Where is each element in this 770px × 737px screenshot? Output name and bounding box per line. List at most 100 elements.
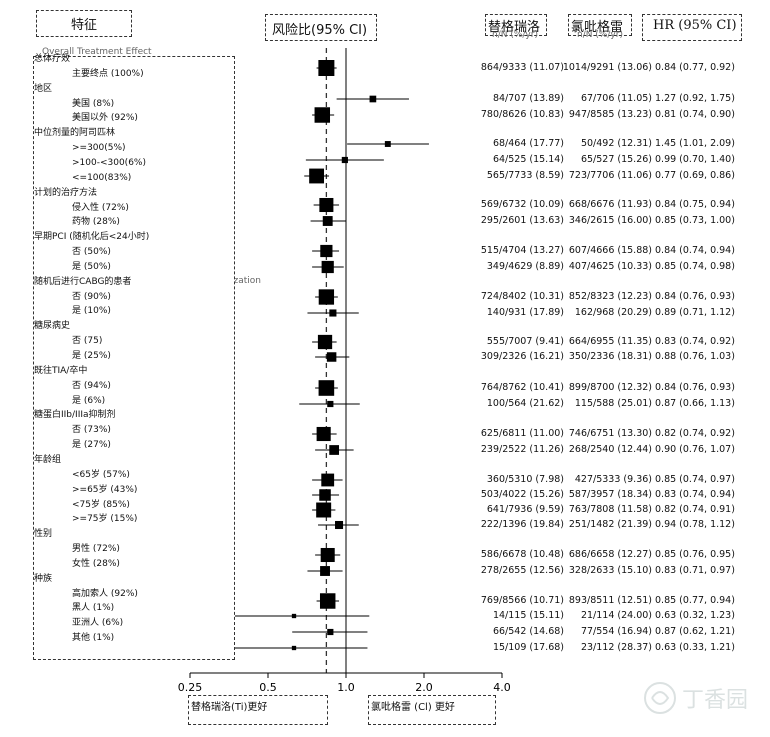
clopidogrel-cell: 251/1482 (21.39) — [568, 519, 652, 530]
hr-cell: 0.83 (0.71, 0.97) — [655, 565, 735, 576]
feature-subgroup-label: >100-<300(6%) — [72, 157, 146, 168]
feature-subgroup-label: 是 (50%) — [72, 261, 111, 272]
feature-subgroup-label: 女性 (28%) — [72, 558, 120, 569]
feature-subgroup-label: 否 (75) — [72, 336, 103, 347]
x-tick-label-1: 0.5 — [259, 681, 277, 694]
hr-cell: 0.84 (0.76, 0.93) — [655, 382, 735, 393]
x-tick-label-4: 4.0 — [493, 681, 511, 694]
hr-marker-22 — [320, 547, 335, 563]
ticagrelor-cell: 641/7936 (9.59) — [486, 504, 564, 515]
clopidogrel-cell: 899/8700 (12.32) — [568, 382, 652, 393]
hr-marker-11 — [329, 309, 337, 317]
ticagrelor-cell: 222/1396 (19.84) — [480, 519, 564, 530]
ticagrelor-cell: 64/525 (15.14) — [492, 154, 564, 165]
watermark-logo-icon — [644, 682, 676, 714]
hr-marker-6 — [319, 197, 334, 213]
hr-marker-25 — [291, 613, 297, 619]
hr-cell: 1.45 (1.01, 2.09) — [655, 138, 735, 149]
hr-marker-9 — [321, 260, 334, 274]
ticagrelor-cell: 140/931 (17.89) — [486, 307, 564, 318]
feature-subgroup-label: 药物 (28%) — [72, 217, 120, 228]
clopidogrel-cell: 350/2336 (18.31) — [568, 351, 652, 362]
hr-cell: 0.82 (0.74, 0.91) — [655, 504, 735, 515]
ticagrelor-header-box: 替格瑞洛 — [485, 14, 547, 36]
feature-group-label: 糖尿病史 — [34, 321, 71, 332]
feature-header: 特征 — [71, 18, 98, 33]
feature-label-box: 总体疗效 主要终点 (100%) 地区 美国 (8%) 美国以外 (92%) 中位剂量的阿… — [33, 54, 235, 660]
hr-marker-13 — [326, 352, 337, 362]
hr-column-header-box: HR (95% CI) — [642, 14, 742, 41]
ticagrelor-cell: 66/542 (14.68) — [492, 626, 564, 637]
hr-cell: 0.84 (0.76, 0.93) — [655, 291, 735, 302]
clopidogrel-cell: 668/6676 (11.93) — [568, 199, 652, 210]
feature-subgroup-label: 否 (73%) — [72, 425, 111, 436]
feature-group-label: 计划的治疗方法 — [34, 187, 98, 198]
hr-ci-header: 风险比(95% CI) — [272, 23, 368, 38]
ticagrelor-cell: 586/6678 (10.48) — [480, 549, 564, 560]
feature-subgroup-label: >=65岁 (43%) — [72, 484, 138, 495]
hr-marker-17 — [329, 445, 340, 455]
hr-cell: 0.85 (0.74, 0.97) — [655, 474, 735, 485]
ticagrelor-cell: 764/8762 (10.41) — [480, 382, 564, 393]
hr-marker-0 — [318, 60, 335, 76]
feature-subgroup-label: 男性 (72%) — [72, 544, 120, 555]
feature-subgroup-label: 否 (94%) — [72, 380, 111, 391]
feature-group-label: 年龄组 — [34, 454, 62, 465]
hr-cell: 0.87 (0.62, 1.21) — [655, 626, 735, 637]
clopidogrel-cell: 763/7808 (11.58) — [568, 504, 652, 515]
feature-subgroup-label: 其他 (1%) — [72, 633, 115, 644]
clopidogrel-cell: 21/114 (24.00) — [580, 610, 652, 621]
feature-subgroup-label: <65岁 (57%) — [72, 469, 130, 480]
feature-subgroup-label: 是 (6%) — [72, 395, 106, 406]
feature-subgroup-label: 黑人 (1%) — [72, 603, 115, 614]
x-tick-label-3: 2.0 — [415, 681, 433, 694]
clopidogrel-cell: 23/112 (28.37) — [580, 642, 652, 653]
ticagrelor-better-label: 替格瑞洛(Ti)更好 — [191, 702, 268, 713]
hr-marker-19 — [319, 489, 331, 501]
hr-marker-5 — [309, 168, 325, 184]
x-tick-label-0: 0.25 — [178, 681, 203, 694]
clopidogrel-cell: 65/527 (15.26) — [580, 154, 652, 165]
hr-cell: 0.88 (0.76, 1.03) — [655, 351, 735, 362]
hr-marker-26 — [327, 628, 334, 636]
feature-subgroup-label: 美国以外 (92%) — [72, 113, 138, 124]
clopidogrel-cell: 607/4666 (15.88) — [568, 245, 652, 256]
hr-marker-8 — [320, 244, 333, 258]
ticagrelor-cell: 100/564 (21.62) — [486, 398, 564, 409]
hr-cell: 0.85 (0.76, 0.95) — [655, 549, 735, 560]
clopidogrel-header: 氯吡格雷 — [571, 20, 624, 35]
clopidogrel-better-label: 氯吡格雷 (Cl) 更好 — [371, 702, 455, 713]
ticagrelor-cell: 503/4022 (15.26) — [480, 489, 564, 500]
hr-cell: 0.63 (0.33, 1.21) — [655, 642, 735, 653]
clopidogrel-cell: 268/2540 (12.44) — [568, 444, 652, 455]
hr-cell: 0.82 (0.74, 0.92) — [655, 428, 735, 439]
feature-subgroup-label: 侵入性 (72%) — [72, 202, 129, 213]
feature-group-label: 早期PCI (随机化后<24小时) — [34, 232, 150, 243]
ticagrelor-better-box: 替格瑞洛(Ti)更好 — [188, 695, 328, 725]
feature-subgroup-label: 高加索人 (92%) — [72, 588, 138, 599]
feature-subgroup-label: 否 (90%) — [72, 291, 111, 302]
feature-group-label: 总体疗效 — [34, 54, 71, 64]
feature-header-box: 特征 — [36, 10, 132, 37]
feature-subgroup-label: 是 (10%) — [72, 306, 111, 317]
hr-marker-2 — [314, 107, 331, 123]
clopidogrel-cell: 115/588 (25.01) — [574, 398, 652, 409]
feature-subgroup-label: >=75岁 (15%) — [72, 514, 138, 525]
ticagrelor-cell: 864/9333 (11.07) — [480, 62, 564, 73]
hr-cell: 1.27 (0.92, 1.75) — [655, 93, 735, 104]
hr-marker-23 — [320, 566, 330, 576]
hr-marker-12 — [317, 334, 333, 350]
ticagrelor-cell: 769/8566 (10.71) — [480, 595, 564, 606]
feature-subgroup-label: 主要终点 (100%) — [72, 68, 144, 79]
hr-marker-14 — [318, 380, 335, 396]
feature-subgroup-label: <=100(83%) — [72, 172, 132, 183]
clopidogrel-cell: 77/554 (16.94) — [580, 626, 652, 637]
feature-group-label: 中位剂量的阿司匹林 — [34, 128, 116, 139]
clopidogrel-cell: 407/4625 (10.33) — [568, 261, 652, 272]
hr-cell: 0.99 (0.70, 1.40) — [655, 154, 735, 165]
feature-group-label: 种族 — [34, 573, 53, 584]
hr-cell: 0.85 (0.74, 0.98) — [655, 261, 735, 272]
hr-cell: 0.77 (0.69, 0.86) — [655, 170, 735, 181]
ticagrelor-subheader: n/N (%/yr) — [492, 30, 538, 40]
clopidogrel-subheader: n/N (%/yr) — [577, 30, 623, 40]
